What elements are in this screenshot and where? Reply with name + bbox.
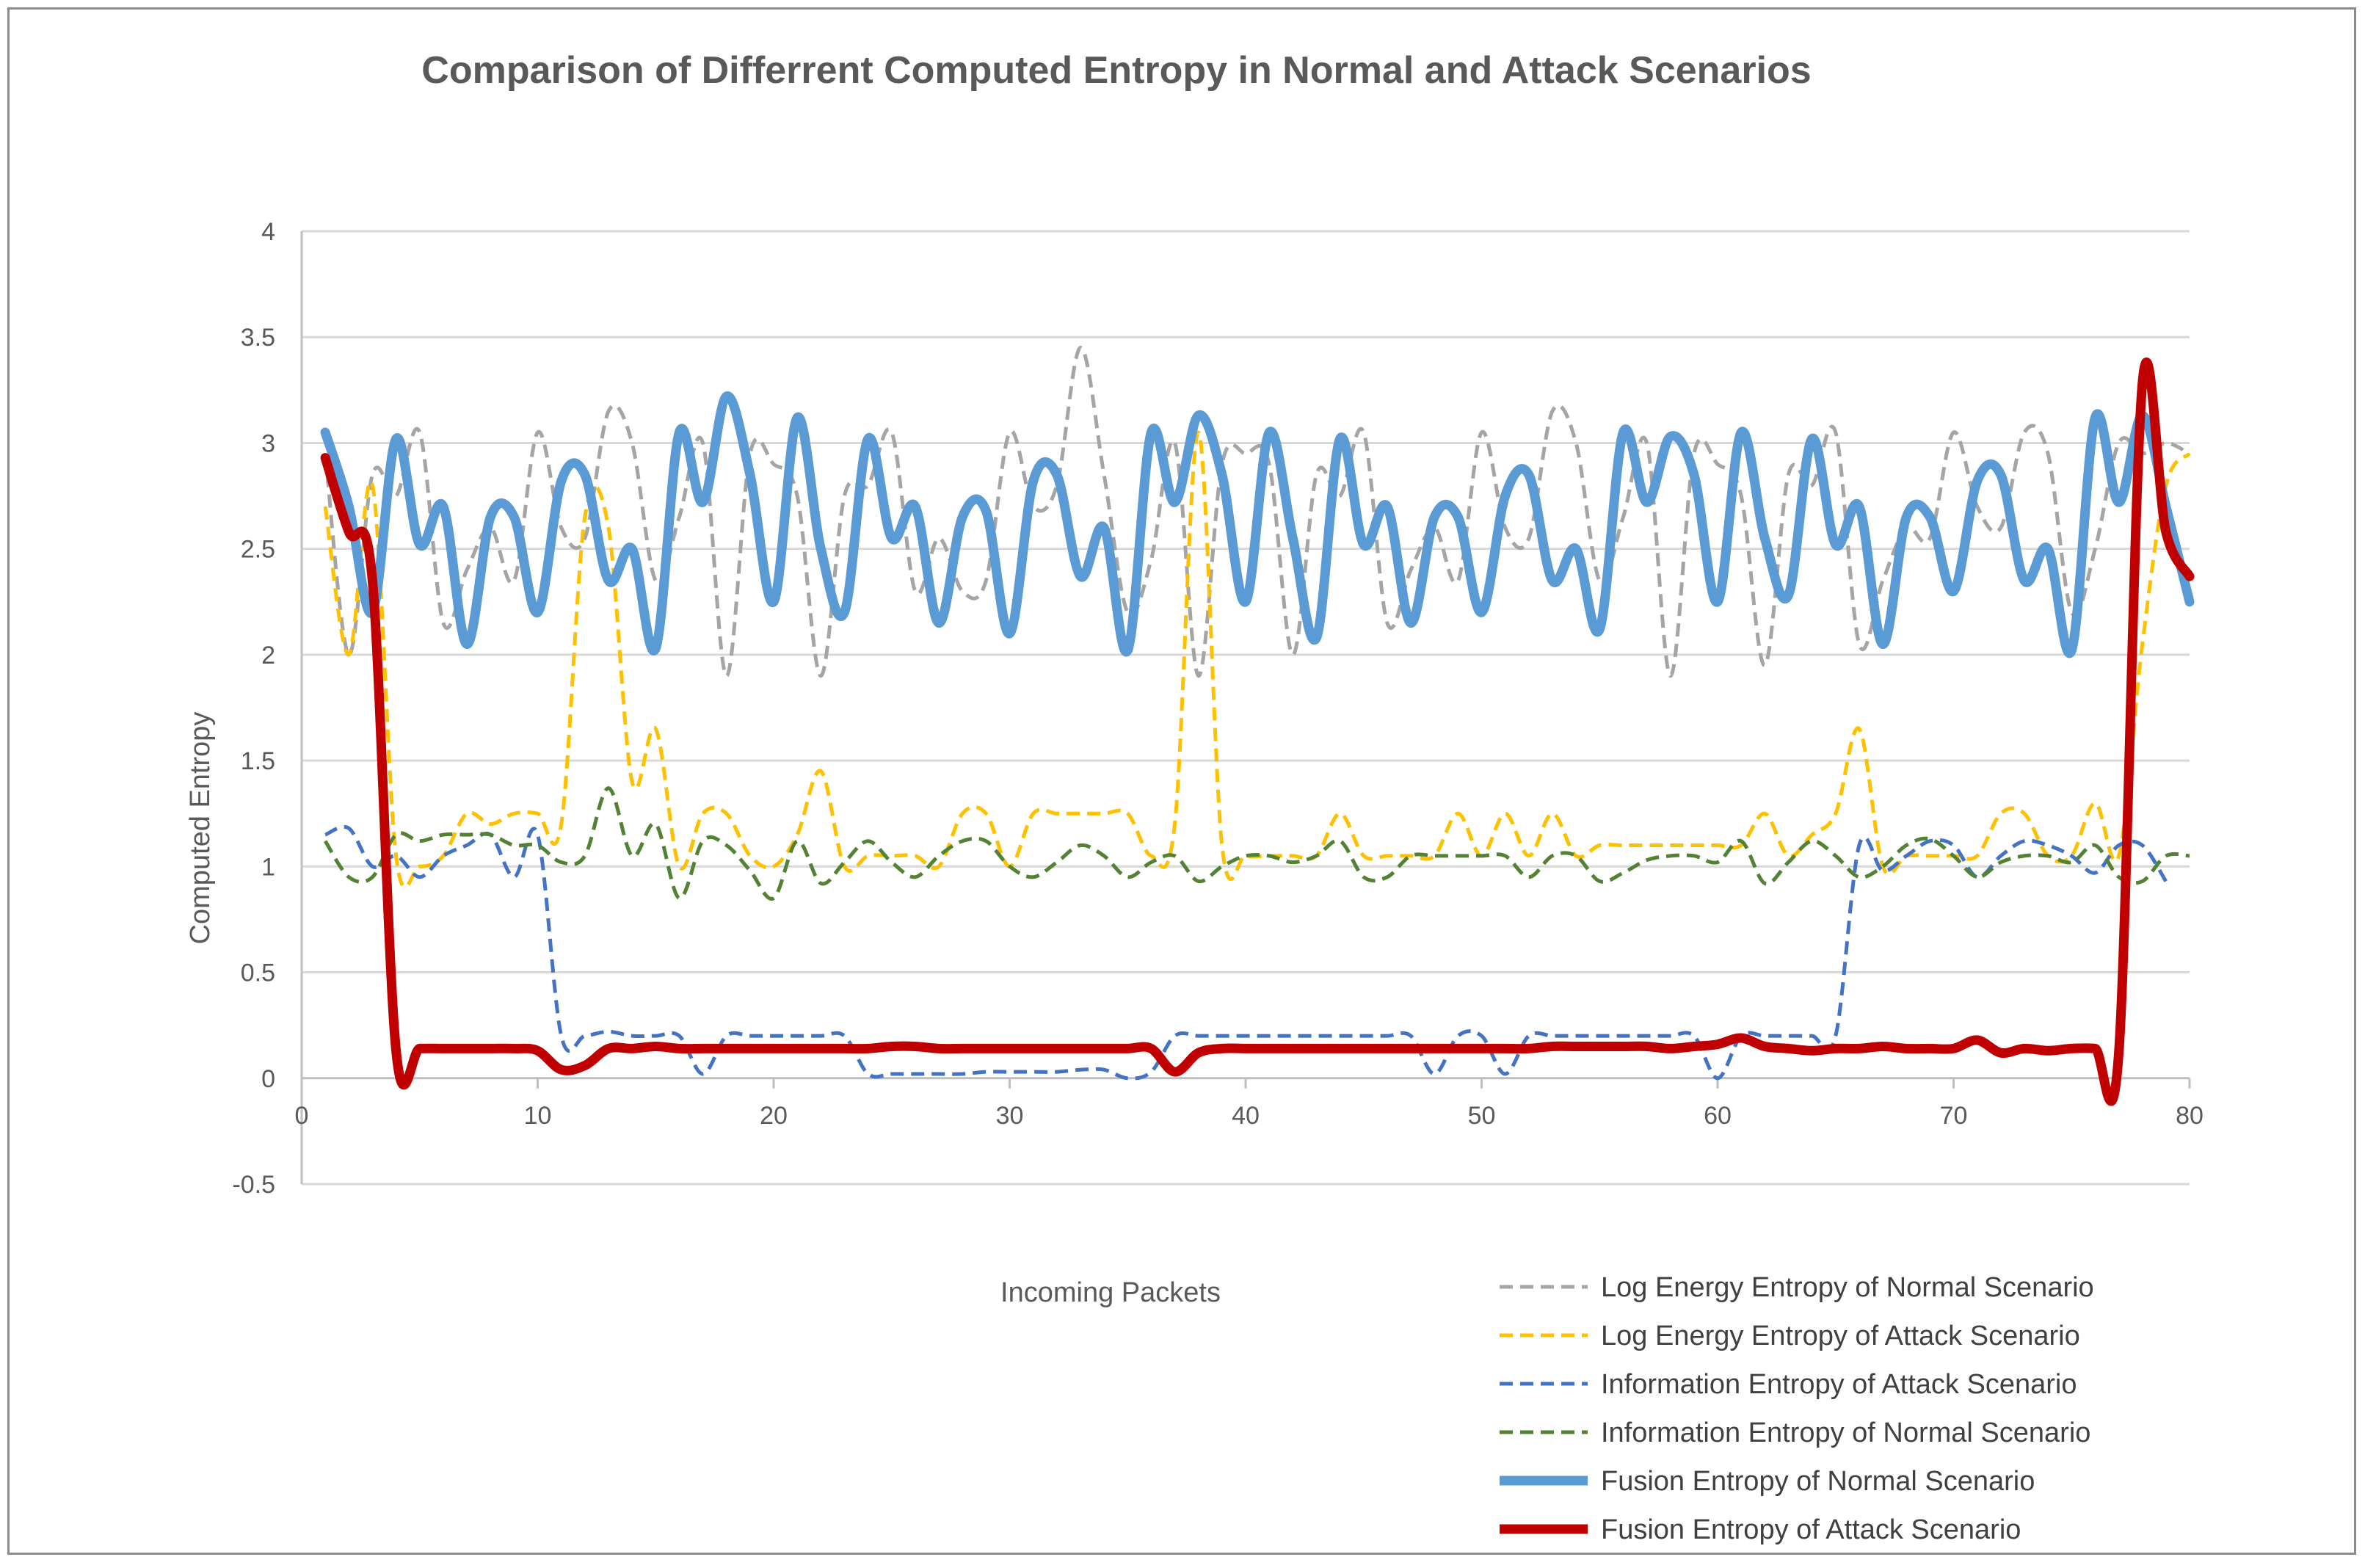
x-tick-label: 30 (996, 1102, 1024, 1130)
x-tick-label: 60 (1704, 1102, 1732, 1130)
series-line-1 (323, 346, 2191, 678)
x-axis-label: Incoming Packets (1000, 1277, 1221, 1308)
x-tick-label: 40 (1232, 1102, 1260, 1130)
series-line-2 (323, 430, 2191, 889)
y-tick-label: 3 (261, 429, 275, 457)
x-tick-label: 70 (1940, 1102, 1968, 1130)
legend-label-2: Log Energy Entropy of Attack Scenario (1601, 1321, 2080, 1351)
x-tick-label: 50 (1468, 1102, 1496, 1130)
x-tick-label: 0 (295, 1102, 309, 1130)
legend-label-4: Information Entropy of Normal Scenario (1601, 1418, 2090, 1448)
chart: Comparison of Differrent Computed Entrop… (185, 49, 2204, 1545)
series-line-4 (323, 786, 2190, 901)
plot-area (320, 346, 2195, 1106)
y-tick-label: 1 (261, 853, 275, 881)
x-tick-label: 20 (760, 1102, 788, 1130)
y-tick-label: 2 (261, 642, 275, 669)
x-tick-label: 10 (524, 1102, 552, 1130)
y-tick-label: 4 (261, 218, 275, 246)
legend-label-1: Log Energy Entropy of Normal Scenario (1601, 1272, 2094, 1303)
chart-title: Comparison of Differrent Computed Entrop… (421, 49, 1811, 92)
legend: Log Energy Entropy of Normal Scenario Log… (1500, 1272, 2094, 1545)
series-line-5 (320, 391, 2195, 658)
axes (300, 231, 2191, 1184)
legend-label-6: Fusion Entropy of Attack Scenario (1601, 1514, 2021, 1545)
y-tick-label: -0.5 (232, 1171, 275, 1199)
series-line-3 (324, 825, 2168, 1081)
y-tick-label: 1.5 (241, 747, 275, 775)
chart-frame: Comparison of Differrent Computed Entrop… (7, 7, 2356, 1555)
y-axis-label: Computed Entropy (185, 712, 216, 945)
legend-label-5: Fusion Entropy of Normal Scenario (1601, 1466, 2035, 1497)
legend-label-3: Information Entropy of Attack Scenario (1601, 1369, 2077, 1400)
x-tick-label: 80 (2176, 1102, 2204, 1130)
y-tick-label: 0.5 (241, 959, 275, 987)
y-tick-label: 2.5 (241, 536, 275, 564)
y-tick-label: 3.5 (241, 324, 275, 352)
y-tick-label: 0 (261, 1065, 275, 1093)
series-line-6 (320, 357, 2195, 1106)
x-tick-labels: 0 10 20 30 40 50 60 70 80 (295, 1102, 2204, 1130)
gridlines (302, 230, 2190, 1186)
y-tick-labels: -0.5 0 0.5 1 1.5 2 2.5 3 3.5 4 (232, 218, 275, 1199)
